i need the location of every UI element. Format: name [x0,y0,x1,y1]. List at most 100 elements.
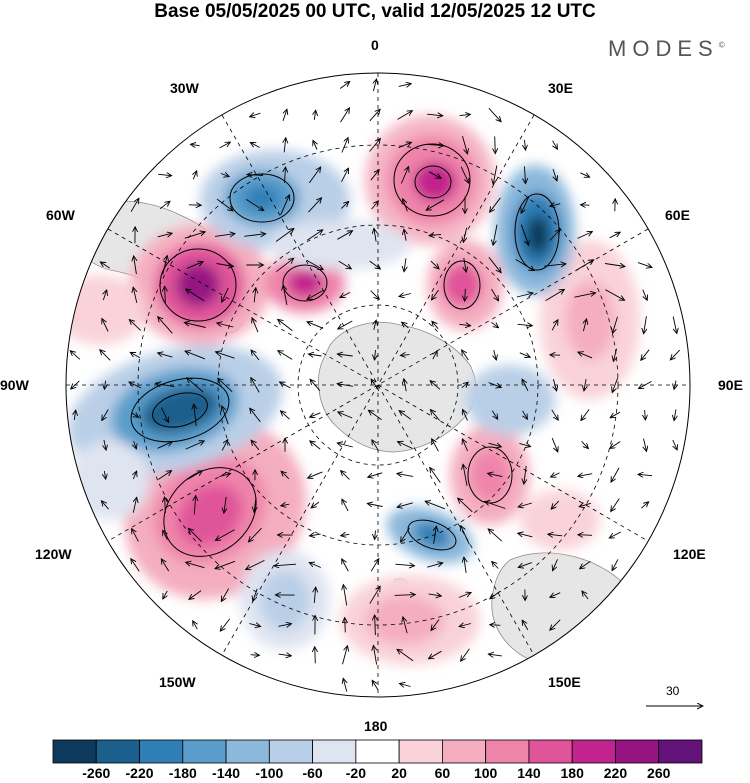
wind-arrow [216,264,234,267]
wind-arrow [252,318,259,333]
lon-label-120e: 120E [673,546,706,562]
wind-arrow [248,527,262,542]
wind-arrow [544,264,566,266]
wind-arrow [404,229,406,241]
wind-arrow [163,530,168,540]
wind-arrow [188,528,203,543]
wind-arrow [193,171,196,180]
wind-arrow [375,530,376,540]
wind-arrow [461,648,470,661]
wind-arrow [494,349,497,360]
wind-arrow [341,534,350,535]
colorbar-swatch [182,739,227,764]
wind-arrow [284,138,286,153]
wind-arrow [495,136,496,153]
wind-arrow [368,472,383,477]
wind-arrow [462,439,469,452]
wind-arrow [338,412,353,419]
tasmania [499,688,518,697]
wind-arrow [134,440,137,449]
wind-arrow [394,595,416,596]
wind-arrow [641,349,650,361]
wind-arrow [584,379,586,391]
wind-arrow [428,594,442,596]
wind-arrow [216,198,233,211]
wind-arrow [611,498,620,512]
wind-arrow [157,233,172,237]
graticule [66,73,690,697]
wind-arrow [491,321,499,327]
wind-arrow [491,410,497,419]
wind-arrow [373,79,376,92]
wind-arrow [432,439,439,452]
wind-arrow [134,256,137,275]
wind-arrow [194,496,195,515]
wind-arrow [644,316,647,333]
wind-arrow [403,199,408,212]
wind-arrow [430,260,439,269]
wind-arrow [187,471,203,480]
wind-arrow [306,260,323,269]
wind-arrow [525,166,526,183]
wind-arrow [158,317,173,334]
wind-arrow [462,350,469,361]
wind-arrow [523,410,528,419]
wind-arrow [315,647,316,664]
wind-arrow [254,288,256,303]
wind-arrow [525,139,526,150]
wind-arrow [522,620,529,631]
wind-arrow [314,587,315,603]
colorbar-swatch [139,739,184,764]
wind-arrow [641,502,648,509]
wind-arrow [224,496,226,513]
wind-arrow [549,230,560,241]
wind-arrow [104,439,106,450]
wind-arrow [132,529,139,542]
wind-arrow [250,143,260,148]
wind-arrow [372,680,379,690]
wind-arrow [460,166,469,183]
wind-arrow [369,109,380,122]
logo-text: MODES [608,36,719,61]
wind-arrow [493,224,498,246]
wind-arrow [310,413,321,417]
wind-arrow [488,443,502,447]
wind-arrow [461,526,470,545]
wind-arrow [459,324,470,325]
colorbar-swatch [485,739,530,764]
wind-arrow [371,201,379,210]
wind-arrow [158,471,171,480]
wind-arrow [401,527,410,542]
wind-arrow [490,625,501,626]
wind-arrow [551,409,558,420]
colorbar-swatch [355,739,400,764]
lon-label-60w: 60W [46,207,75,223]
wind-arrow [518,533,533,538]
reference-vector-label: 30 [666,684,680,698]
wind-arrow [337,443,353,448]
colorbar-tick: -180 [168,765,197,781]
wind-arrow [395,564,414,566]
wind-arrow [398,84,411,87]
wind-arrow [219,142,231,149]
wind-arrow [341,168,349,183]
wind-arrow [462,135,468,154]
wind-arrow [215,529,235,541]
wind-arrow [217,323,234,328]
wind-arrow [430,468,441,483]
lon-label-90w: 90W [0,377,29,393]
wind-arrow [613,316,618,334]
lon-label-30e: 30E [548,80,573,96]
wind-arrow [488,107,501,121]
map-boundary [65,72,691,698]
wind-vectors [70,79,681,692]
wind-arrow [214,234,235,237]
wind-arrow [339,82,350,89]
wind-arrow [253,588,258,601]
wind-arrow [130,198,139,212]
wind-arrow [160,407,168,423]
wind-arrow [222,406,229,425]
wind-arrow [251,350,260,361]
wind-arrow [674,409,676,420]
